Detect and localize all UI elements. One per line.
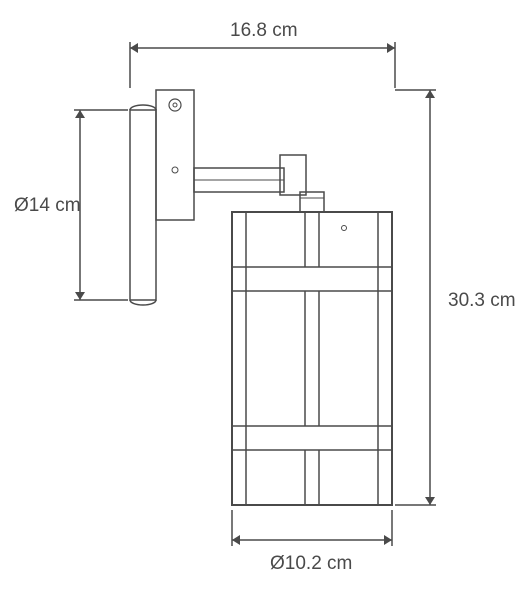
dim-height-right: 30.3 cm xyxy=(448,290,516,312)
dim-diameter-left: Ø14 cm xyxy=(14,195,81,217)
dim-diameter-bottom: Ø10.2 cm xyxy=(270,553,352,575)
diagram-container: 16.8 cm Ø14 cm 30.3 cm Ø10.2 cm xyxy=(0,0,528,600)
dim-width-top: 16.8 cm xyxy=(230,20,298,42)
